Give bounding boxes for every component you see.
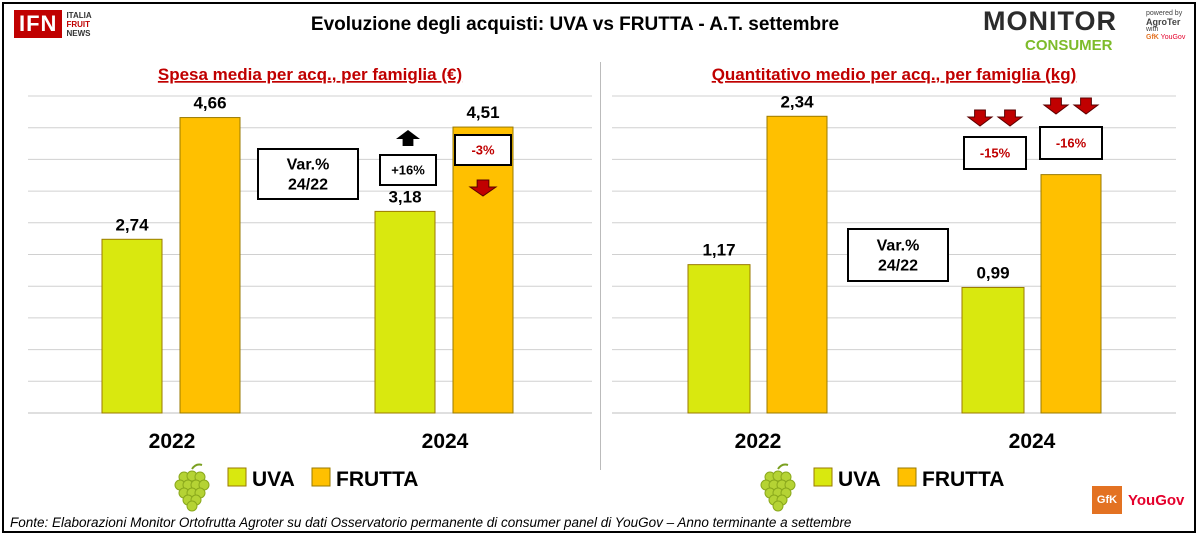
data-label: 4,51 [466, 103, 499, 122]
variation-frutta-box [1039, 126, 1103, 160]
bar-uva-2022 [101, 238, 163, 414]
down-arrow-icon [1072, 97, 1100, 115]
variation-uva-text: +16% [391, 163, 425, 178]
category-label: 2024 [422, 430, 469, 453]
source-footnote: Fonte: Elaborazioni Monitor Ortofrutta A… [10, 515, 852, 530]
ifn-logo-news: NEWS [66, 28, 91, 38]
grape-stem [191, 463, 203, 470]
data-label: 4,66 [193, 94, 226, 113]
variation-header-box [847, 228, 949, 282]
down-arrow-icon [996, 109, 1024, 127]
variation-frutta-text: -16% [1056, 136, 1087, 151]
bar-frutta-2024 [452, 126, 514, 414]
legend-swatch-frutta [311, 467, 331, 487]
variation-uva-box [379, 154, 437, 186]
grape-icon [174, 463, 210, 512]
data-label: 2,74 [115, 215, 149, 234]
variation-frutta-text: -3% [471, 143, 495, 158]
legend-swatch-uva [813, 467, 833, 487]
legend-label-frutta: FRUTTA [336, 468, 418, 491]
up-arrow-icon [396, 130, 420, 146]
down-arrow-icon [468, 179, 498, 197]
ifn-logo-fruit: FRUIT [66, 19, 91, 29]
gfk-yougov-mini: GfK YouGov [1146, 34, 1185, 42]
variation-header-text: Var.% [877, 238, 920, 255]
ifn-logo-mark: IFN [14, 10, 63, 38]
gfk-mini-label: GfK [1146, 34, 1159, 41]
grape-berry [186, 500, 198, 512]
bar-frutta-2022 [766, 115, 828, 414]
yougov-logo: YouGov [1128, 491, 1185, 509]
legend-swatch-uva [227, 467, 247, 487]
bar-frutta-2022 [179, 117, 241, 414]
gfk-logo: GfK [1092, 486, 1122, 514]
bar-uva-2024 [374, 210, 436, 414]
legend-swatch-frutta [897, 467, 917, 487]
yougov-mini-label: YouGov [1160, 34, 1186, 41]
data-label: 3,18 [388, 187, 421, 206]
monitor-consumer-logo: MONITOR CONSUMER powered by AgroTer with… [983, 6, 1188, 54]
category-label: 2022 [149, 430, 196, 453]
data-label: 2,34 [780, 92, 814, 111]
gfk-yougov-logo: GfK YouGov [1092, 486, 1184, 514]
category-label: 2024 [1009, 430, 1056, 453]
panel-divider [600, 62, 601, 470]
data-label: 1,17 [702, 241, 735, 260]
legend-label-uva: UVA [838, 468, 881, 491]
data-label: 0,99 [976, 263, 1009, 282]
grape-icon [760, 463, 796, 512]
chart-title: Spesa media per acq., per famiglia (€) [158, 65, 462, 84]
powered-by-text: powered by AgroTer with GfK YouGov [1146, 10, 1185, 42]
powered-by-label: powered by [1146, 10, 1183, 17]
variation-header-text: 24/22 [878, 258, 918, 275]
variation-frutta-box [454, 134, 512, 166]
grape-berry [772, 500, 784, 512]
bar-frutta-2024 [1040, 174, 1102, 414]
variation-uva-text: -15% [980, 146, 1011, 161]
agroter-label: AgroTer [1146, 17, 1181, 27]
variation-uva-box [963, 136, 1027, 170]
legend-label-uva: UVA [252, 468, 295, 491]
legend-label-frutta: FRUTTA [922, 468, 1004, 491]
variation-header-box [257, 148, 359, 200]
consumer-word: CONSUMER [1025, 37, 1113, 54]
ifn-logo-italia: ITALIA [66, 10, 92, 20]
bar-uva-2024 [961, 286, 1025, 414]
bar-uva-2022 [687, 264, 751, 414]
grape-stem [777, 463, 789, 470]
chart-title: Quantitativo medio per acq., per famigli… [712, 65, 1077, 84]
ifn-logo: IFN ITALIA FRUIT NEWS [14, 10, 92, 38]
with-label: with [1146, 26, 1159, 33]
down-arrow-icon [966, 109, 994, 127]
monitor-word: MONITOR [983, 6, 1117, 36]
variation-header-text: 24/22 [288, 177, 328, 194]
variation-header-text: Var.% [287, 157, 330, 174]
category-label: 2022 [735, 430, 782, 453]
page-title: Evoluzione degli acquisti: UVA vs FRUTTA… [310, 14, 840, 35]
down-arrow-icon [1042, 97, 1070, 115]
ifn-logo-text: ITALIA FRUIT NEWS [66, 11, 91, 38]
